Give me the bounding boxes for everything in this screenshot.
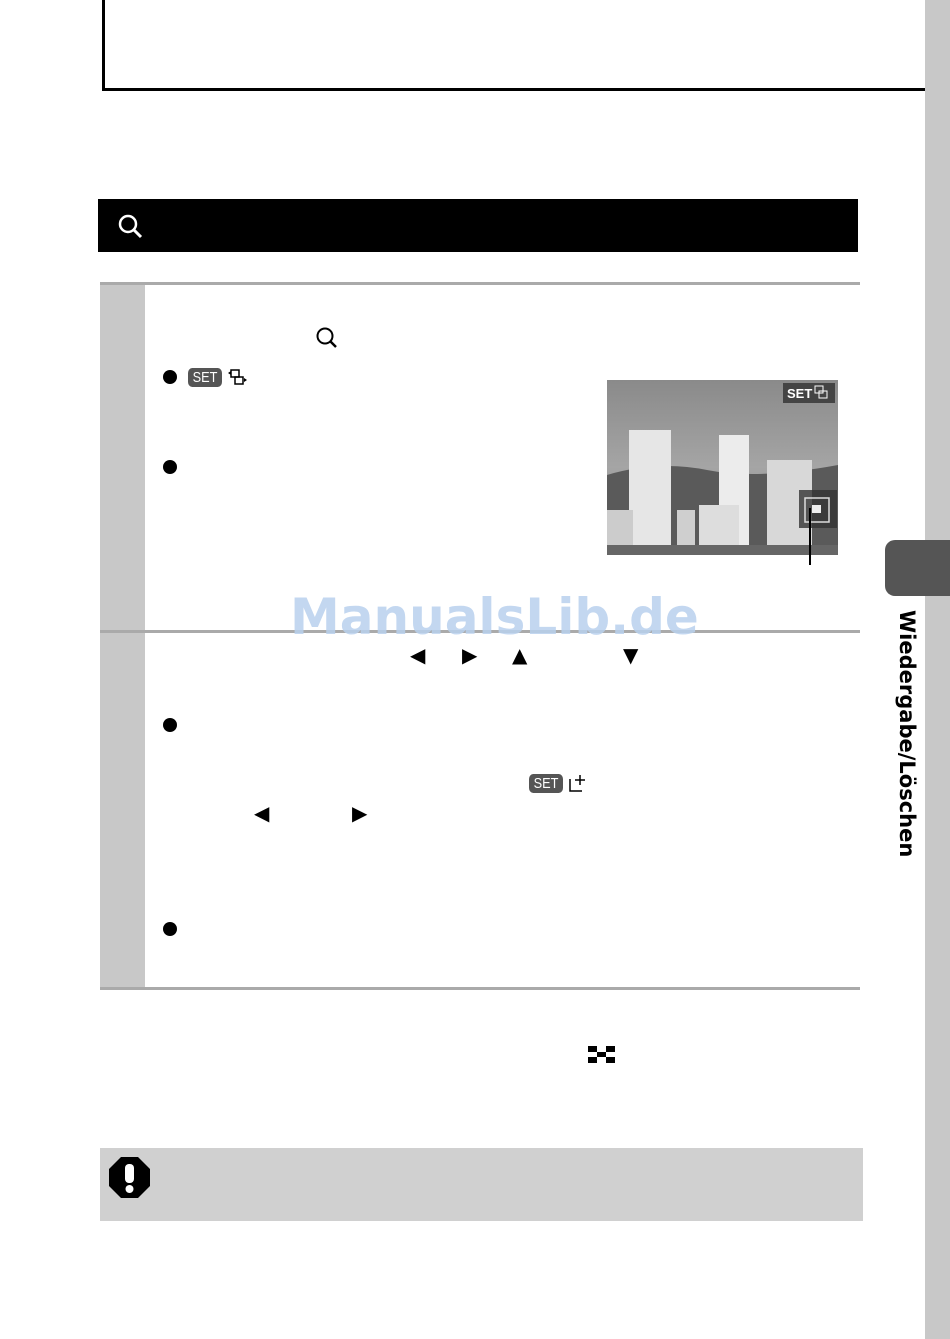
caution-box	[100, 1148, 863, 1221]
title-frame-vertical	[102, 0, 105, 91]
steps-bottom-border	[100, 987, 860, 990]
bullet	[163, 370, 177, 384]
screen-set-badge: SET	[787, 386, 812, 401]
arrow-right-icon: ▶	[352, 801, 368, 825]
move-frame-icon	[569, 775, 585, 792]
set-button-badge: SET	[188, 368, 222, 387]
magnifier-icon	[118, 214, 143, 239]
bullet	[163, 922, 177, 936]
watermark: ManualsLib.de	[290, 588, 699, 646]
side-tab[interactable]	[885, 540, 950, 596]
zoom-frame-icon	[228, 369, 247, 385]
arrow-down-icon: ▼	[623, 643, 639, 667]
set-button-badge: SET	[529, 774, 563, 793]
step-number-column	[100, 285, 145, 988]
index-checker-icon	[588, 1046, 615, 1063]
arrow-up-icon: ▲	[512, 643, 528, 667]
camera-screen-image: SET	[607, 380, 838, 555]
arrow-left-icon: ◀	[410, 643, 426, 667]
bullet	[163, 460, 177, 474]
arrow-left-icon: ◀	[254, 801, 270, 825]
steps-separator	[100, 630, 860, 633]
side-tab-label: Wiedergabe/Löschen	[895, 610, 919, 858]
section-header	[98, 199, 858, 252]
steps-top-border	[100, 282, 860, 285]
callout-line	[809, 508, 811, 565]
magnifier-icon	[316, 327, 337, 348]
title-frame-horizontal	[102, 88, 925, 91]
arrow-right-icon: ▶	[462, 643, 478, 667]
bullet	[163, 718, 177, 732]
caution-icon	[109, 1157, 150, 1198]
side-bar	[925, 0, 950, 1339]
